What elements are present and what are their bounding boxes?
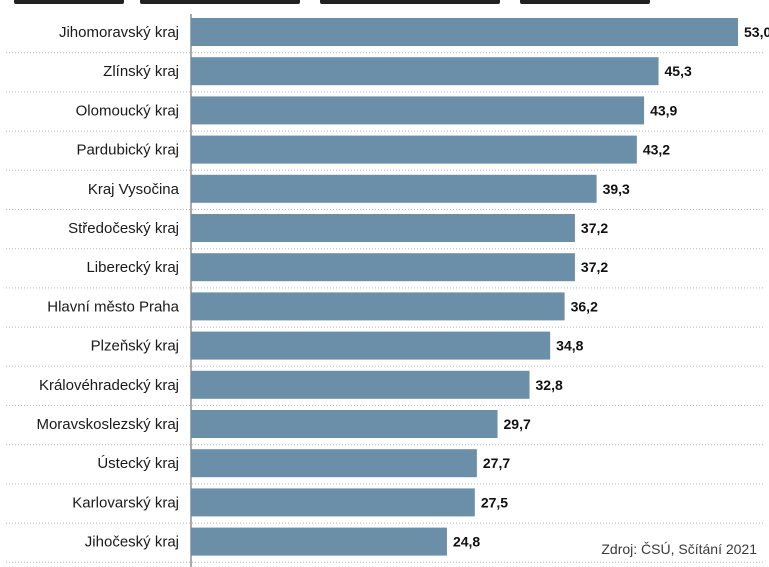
bar — [191, 527, 447, 556]
value-label: 32,8 — [536, 377, 563, 393]
value-label: 37,2 — [581, 259, 608, 275]
category-label: Pardubický kraj — [76, 142, 179, 159]
value-label: 37,2 — [581, 220, 608, 236]
category-label: Středočeský kraj — [68, 220, 179, 237]
category-label: Olomoucký kraj — [76, 102, 179, 119]
bar — [191, 331, 551, 360]
category-label: Zlínský kraj — [103, 63, 179, 80]
bar — [191, 135, 637, 164]
bar — [191, 449, 477, 478]
category-label: Karlovarský kraj — [72, 494, 179, 511]
category-label: Jihomoravský kraj — [59, 24, 179, 41]
value-label: 39,3 — [603, 181, 630, 197]
bar — [191, 370, 530, 399]
value-label: 43,2 — [643, 142, 670, 158]
bar — [191, 410, 498, 438]
bar — [191, 292, 565, 321]
cropped-title-strip — [0, 0, 769, 6]
category-label: Kraj Vysočina — [88, 181, 180, 198]
category-label: Jihočeský kraj — [85, 534, 179, 551]
value-label: 43,9 — [650, 102, 677, 118]
value-label: 45,3 — [665, 63, 692, 79]
category-label: Plzeňský kraj — [91, 338, 179, 355]
value-label: 34,8 — [556, 338, 583, 354]
value-label: 29,7 — [504, 416, 531, 432]
bar — [191, 57, 659, 86]
value-label: 53,0 — [744, 24, 769, 40]
category-label: Ústecký kraj — [97, 455, 179, 472]
bar — [191, 488, 475, 517]
bar — [191, 174, 597, 203]
bar — [191, 96, 645, 125]
bar — [191, 253, 575, 282]
value-label: 24,8 — [453, 534, 480, 550]
category-label: Královéhradecký kraj — [39, 377, 179, 394]
category-label: Hlavní město Praha — [47, 298, 179, 315]
bar — [191, 214, 575, 242]
bar — [191, 18, 738, 46]
value-label: 27,7 — [483, 455, 510, 471]
value-label: 36,2 — [571, 298, 598, 314]
source-note: Zdroj: ČSÚ, Sčítání 2021 — [599, 541, 759, 557]
value-label: 27,5 — [481, 494, 508, 510]
category-label: Moravskoslezský kraj — [36, 416, 179, 433]
category-label: Liberecký kraj — [86, 259, 179, 276]
